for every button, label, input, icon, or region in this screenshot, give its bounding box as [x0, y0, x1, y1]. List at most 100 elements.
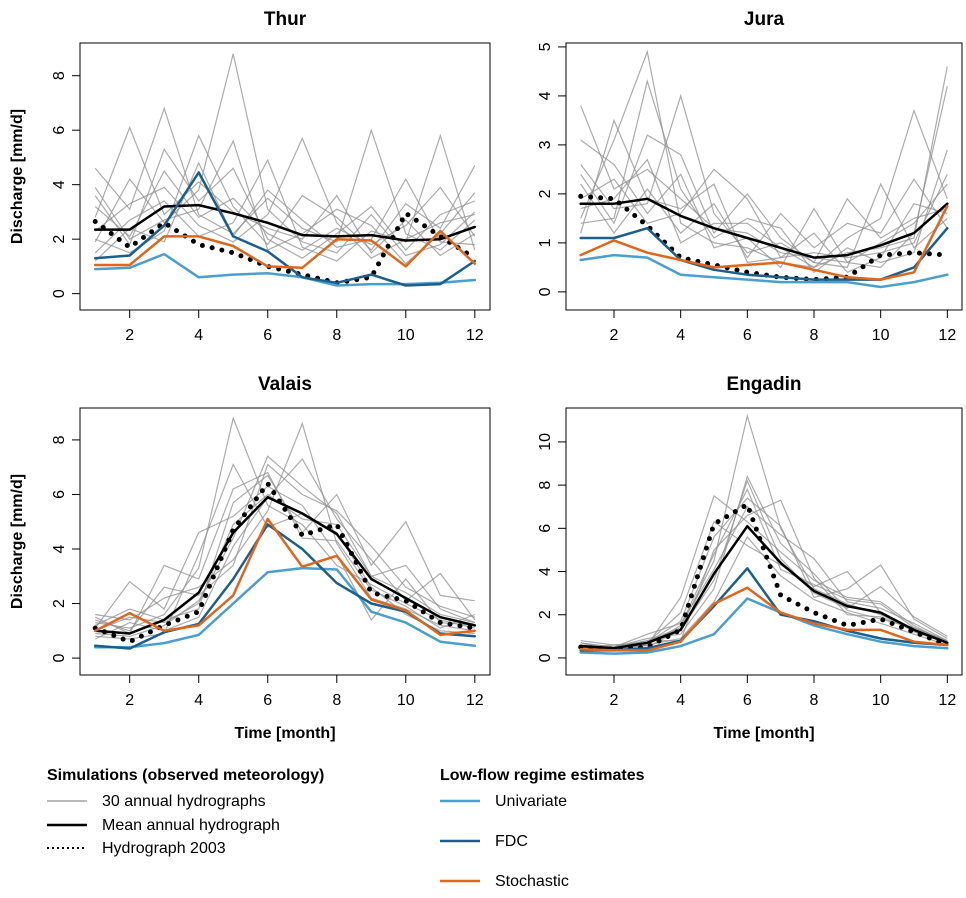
ensemble-line: [94, 457, 476, 640]
series-line: [93, 203, 477, 242]
legend-label: FDC: [495, 833, 528, 850]
series-line: [578, 193, 950, 283]
series-line: [579, 567, 949, 652]
series-line: [579, 586, 949, 652]
y-tick-label: 0: [537, 653, 554, 662]
legend-label: Hydrograph 2003: [102, 840, 226, 857]
y-tick-label: 4: [51, 180, 68, 189]
y-tick-label: 6: [537, 524, 554, 533]
y-tick-label: 2: [51, 599, 68, 608]
panel-title: Jura: [744, 9, 785, 30]
x-axis-label: Time [month]: [713, 725, 814, 742]
y-axis-label: Discharge [mm/d]: [9, 474, 26, 609]
x-tick-label: 6: [263, 327, 272, 344]
series-line: [92, 210, 478, 286]
x-tick-label: 6: [743, 692, 752, 709]
legend-label: 30 annual hydrographs: [102, 793, 266, 810]
y-tick-label: 8: [537, 481, 554, 490]
y-tick-label: 2: [537, 610, 554, 619]
series-line: [579, 597, 949, 655]
plot-frame: [565, 42, 963, 311]
panel-title: Valais: [258, 374, 312, 395]
ensemble-line: [95, 416, 475, 629]
x-tick-label: 2: [610, 327, 619, 344]
panel-title: Engadin: [727, 374, 802, 395]
ensemble-line: [580, 85, 948, 269]
x-tick-label: 8: [332, 692, 341, 709]
x-tick-label: 8: [810, 327, 819, 344]
x-tick-label: 12: [466, 327, 484, 344]
y-tick-label: 0: [537, 287, 554, 296]
legend-label: Mean annual hydrograph: [102, 817, 280, 834]
legend-label: Stochastic: [495, 873, 569, 890]
x-tick-label: 4: [194, 692, 203, 709]
x-axis-label: Time [month]: [234, 725, 335, 742]
ensemble-line: [580, 49, 948, 269]
ensemble-line: [94, 485, 475, 629]
ensemble-line: [580, 134, 948, 264]
ensemble-line: [94, 139, 476, 265]
series-line: [93, 252, 477, 287]
y-tick-label: 8: [51, 71, 68, 80]
y-tick-label: 3: [537, 140, 554, 149]
ensemble-line: [580, 178, 948, 259]
ensemble-line: [580, 505, 948, 648]
x-tick-label: 6: [263, 692, 272, 709]
ensemble-line: [94, 133, 476, 262]
ensemble-line: [94, 53, 476, 257]
y-tick-label: 2: [537, 189, 554, 198]
x-tick-label: 10: [872, 327, 890, 344]
legend-title: Simulations (observed meteorology): [47, 767, 324, 784]
x-tick-label: 12: [466, 692, 484, 709]
y-tick-label: 6: [51, 126, 68, 135]
x-tick-label: 12: [938, 327, 956, 344]
y-tick-label: 2: [51, 235, 68, 244]
y-tick-label: 1: [537, 238, 554, 247]
ensemble-line: [580, 474, 948, 648]
x-tick-label: 4: [676, 692, 685, 709]
plot-frame: [79, 407, 491, 676]
ensemble-line: [580, 499, 948, 648]
series-line: [93, 229, 477, 270]
x-tick-label: 10: [397, 692, 415, 709]
y-tick-label: 5: [537, 42, 554, 51]
x-tick-label: 2: [125, 692, 134, 709]
plot-frame: [79, 42, 491, 311]
ensemble-line: [580, 108, 948, 269]
x-tick-label: 8: [332, 327, 341, 344]
x-tick-label: 10: [397, 327, 415, 344]
ensemble-line: [95, 421, 475, 632]
series-line: [579, 524, 949, 650]
ensemble-line: [94, 136, 475, 259]
ensemble-line: [95, 463, 475, 632]
x-tick-label: 2: [610, 692, 619, 709]
x-tick-label: 12: [938, 692, 956, 709]
y-tick-label: 6: [51, 490, 68, 499]
x-tick-label: 8: [810, 692, 819, 709]
series-line: [93, 517, 477, 637]
y-tick-label: 4: [537, 91, 554, 100]
y-tick-label: 10: [537, 433, 554, 451]
ensemble-line: [94, 125, 476, 257]
y-tick-label: 4: [51, 544, 68, 553]
ensemble-line: [95, 463, 475, 640]
y-tick-label: 0: [51, 654, 68, 663]
x-tick-label: 2: [125, 327, 134, 344]
y-tick-label: 4: [537, 567, 554, 576]
series-line: [579, 204, 949, 281]
x-tick-label: 4: [676, 327, 685, 344]
legend-title: Low-flow regime estimates: [440, 767, 645, 784]
ensemble-line: [580, 168, 948, 274]
x-tick-label: 10: [872, 692, 890, 709]
plot-frame: [565, 407, 963, 676]
x-tick-label: 6: [743, 327, 752, 344]
ensemble-line: [94, 134, 476, 254]
series-line: [93, 495, 477, 635]
y-axis-label: Discharge [mm/d]: [9, 109, 26, 244]
ensemble-line: [580, 118, 948, 264]
y-tick-label: 8: [51, 435, 68, 444]
ensemble-line: [94, 147, 476, 259]
y-tick-label: 0: [51, 289, 68, 298]
panel-title: Thur: [264, 9, 307, 30]
